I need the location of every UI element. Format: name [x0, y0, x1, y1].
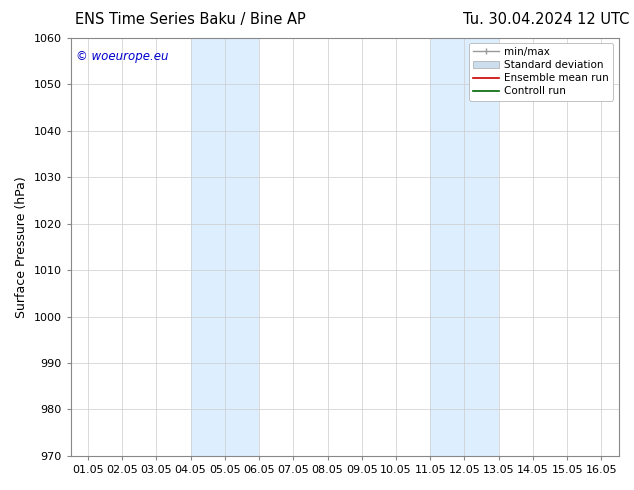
Bar	[191, 38, 259, 456]
Bar	[430, 38, 499, 456]
Text: Tu. 30.04.2024 12 UTC: Tu. 30.04.2024 12 UTC	[463, 12, 629, 27]
Text: © woeurope.eu: © woeurope.eu	[76, 50, 169, 63]
Legend: min/max, Standard deviation, Ensemble mean run, Controll run: min/max, Standard deviation, Ensemble me…	[469, 43, 613, 100]
Text: ENS Time Series Baku / Bine AP: ENS Time Series Baku / Bine AP	[75, 12, 306, 27]
Y-axis label: Surface Pressure (hPa): Surface Pressure (hPa)	[15, 176, 28, 318]
